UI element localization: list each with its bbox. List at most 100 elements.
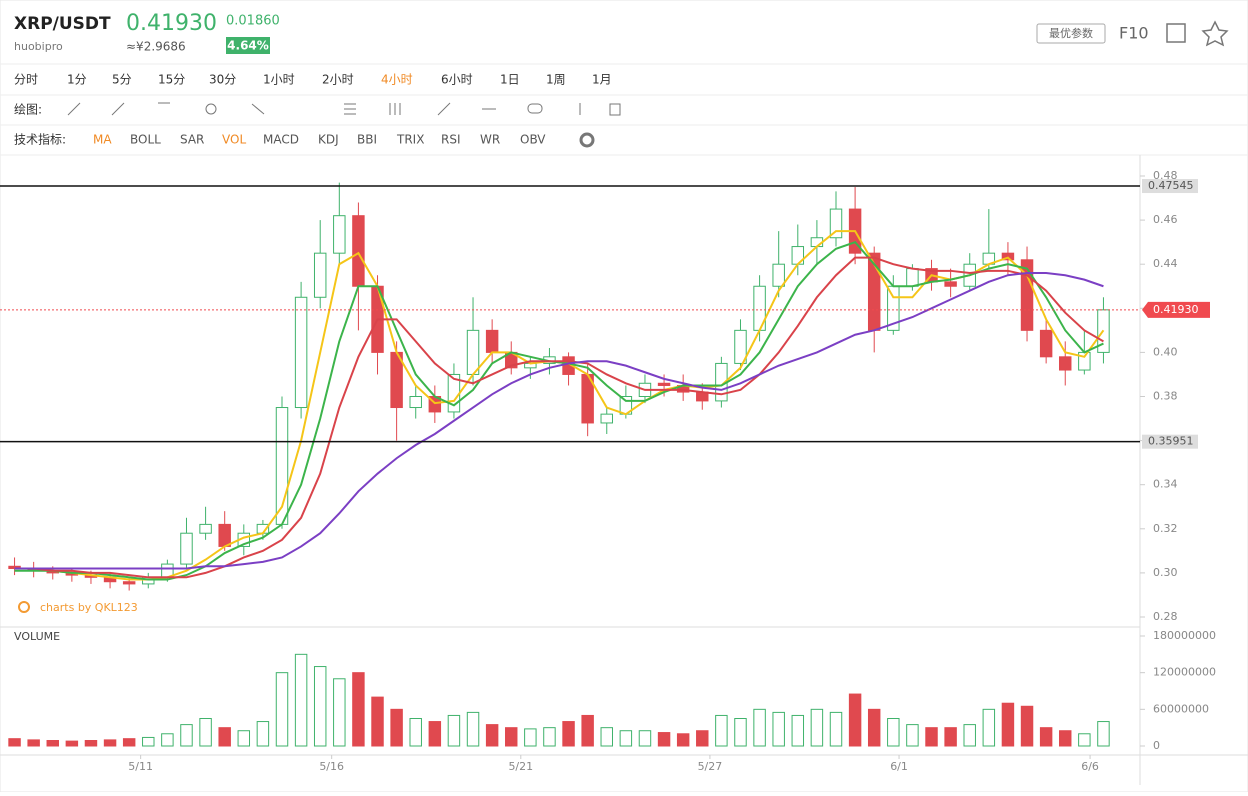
volume-bar bbox=[333, 678, 346, 747]
volume-bar bbox=[657, 732, 671, 747]
volume-bar bbox=[524, 728, 537, 747]
indicator[interactable]: BOLL bbox=[130, 133, 161, 147]
indicator[interactable]: OBV bbox=[520, 133, 546, 147]
x-tick-label: 5/11 bbox=[128, 760, 153, 773]
fullscreen-icon[interactable] bbox=[1166, 23, 1186, 43]
last-price-label: 0.41930 bbox=[1153, 303, 1199, 316]
volume-bar bbox=[84, 740, 98, 747]
indicator[interactable]: BBI bbox=[357, 133, 377, 147]
volume-bar bbox=[772, 711, 785, 747]
candle-body bbox=[1020, 259, 1034, 331]
volume-bar bbox=[562, 721, 575, 747]
indicator-label: 技术指标: bbox=[14, 132, 66, 147]
y-tick-label: 0.48 bbox=[1153, 169, 1178, 182]
timeframe[interactable]: 1分 bbox=[67, 73, 87, 87]
indicator[interactable]: VOL bbox=[222, 133, 246, 147]
volume-bar bbox=[103, 739, 117, 747]
indicator[interactable]: MA bbox=[93, 133, 112, 147]
v-tick-label: 0 bbox=[1153, 739, 1160, 752]
indicator[interactable]: MACD bbox=[263, 133, 299, 147]
volume-bar bbox=[466, 711, 480, 747]
y-tick-label: 0.34 bbox=[1153, 478, 1178, 491]
volume-bar bbox=[313, 666, 327, 747]
candle-body bbox=[352, 215, 365, 287]
params-text[interactable]: 最优参数 bbox=[1049, 26, 1093, 40]
volume-bar bbox=[829, 711, 843, 747]
candle-body bbox=[218, 523, 231, 547]
volume-bar bbox=[65, 740, 79, 747]
cny: ≈¥2.9686 bbox=[126, 40, 186, 54]
volume-bar bbox=[294, 653, 308, 747]
y-tick-label: 0.40 bbox=[1153, 345, 1178, 358]
timeframe[interactable]: 1日 bbox=[500, 73, 520, 87]
volume-bar bbox=[638, 730, 652, 747]
timeframe[interactable]: 2小时 bbox=[322, 73, 354, 87]
settings-icon[interactable] bbox=[579, 132, 595, 148]
ma-line bbox=[14, 272, 1104, 570]
timeframe[interactable]: 1周 bbox=[546, 73, 566, 87]
volume-bar bbox=[447, 714, 461, 747]
indicator[interactable]: RSI bbox=[441, 133, 461, 147]
candle-body bbox=[657, 382, 671, 386]
params-button[interactable] bbox=[1036, 23, 1106, 44]
candle-body bbox=[180, 532, 193, 565]
y-tick-label: 0.38 bbox=[1153, 390, 1178, 403]
volume-bar bbox=[505, 727, 518, 747]
timeframe[interactable]: 5分 bbox=[112, 73, 132, 87]
candle-body bbox=[485, 329, 499, 353]
volume-bar bbox=[142, 736, 155, 747]
timeframe[interactable]: 1小时 bbox=[263, 73, 295, 87]
y-tick-label: 0.30 bbox=[1153, 566, 1178, 579]
last-price-tag bbox=[1142, 301, 1210, 318]
timeframe[interactable]: 15分 bbox=[158, 73, 185, 87]
timeframe[interactable]: 1月 bbox=[592, 73, 612, 87]
candle-body bbox=[772, 263, 785, 287]
timeframe[interactable]: 6小时 bbox=[441, 73, 473, 87]
volume-bar bbox=[409, 718, 422, 747]
volume-bar bbox=[199, 718, 212, 747]
volume-bar bbox=[390, 708, 403, 747]
candle-body bbox=[1001, 252, 1015, 261]
exchange: huobipro bbox=[14, 40, 63, 53]
pct-badge bbox=[226, 37, 270, 54]
y-tick-label: 0.46 bbox=[1153, 213, 1178, 226]
indicator[interactable]: TRIX bbox=[396, 133, 424, 147]
candle-body bbox=[600, 413, 613, 424]
volume-bar bbox=[1039, 727, 1053, 747]
volume-bar bbox=[963, 724, 976, 747]
x-tick-label: 5/27 bbox=[698, 760, 723, 773]
indicator[interactable]: WR bbox=[480, 133, 500, 147]
candle-body bbox=[1059, 356, 1072, 371]
volume-label: VOLUME bbox=[14, 630, 60, 643]
indicator[interactable]: SAR bbox=[180, 133, 204, 147]
volume-bar bbox=[1001, 702, 1015, 747]
volume-bar bbox=[485, 724, 499, 747]
draw-tools[interactable] bbox=[67, 102, 621, 116]
volume-bar bbox=[1059, 730, 1072, 747]
volume-bar bbox=[256, 721, 270, 747]
timeframe[interactable]: 4小时 bbox=[381, 73, 413, 87]
star-icon[interactable] bbox=[1201, 20, 1229, 47]
volume-bar bbox=[237, 730, 251, 747]
volume-bar bbox=[543, 727, 556, 747]
timeframe[interactable]: 分时 bbox=[14, 73, 38, 87]
volume-bar bbox=[180, 724, 193, 747]
volume-bar bbox=[715, 714, 728, 747]
timeframes: 分时 1分 5分 15分 30分 1小时 2小时 4小时 6小时 1日 1周 1月 bbox=[14, 73, 612, 87]
y-tick-label: 0.32 bbox=[1153, 522, 1178, 535]
ma-line bbox=[14, 240, 1104, 581]
indicator[interactable]: KDJ bbox=[318, 133, 339, 147]
candle-body bbox=[906, 268, 919, 287]
volume-bar bbox=[1020, 705, 1034, 747]
ma-line bbox=[14, 256, 1104, 579]
timeframe[interactable]: 30分 bbox=[209, 73, 236, 87]
y-tick-label: 0.44 bbox=[1153, 257, 1178, 270]
v-tick-label: 120000000 bbox=[1153, 666, 1216, 679]
draw-label: 绘图: bbox=[14, 102, 42, 117]
f10[interactable]: F10 bbox=[1119, 24, 1149, 43]
volume-bar bbox=[753, 708, 766, 747]
candle-body bbox=[8, 565, 21, 569]
volume-bar bbox=[352, 672, 365, 747]
h-line-tag bbox=[1142, 179, 1198, 194]
